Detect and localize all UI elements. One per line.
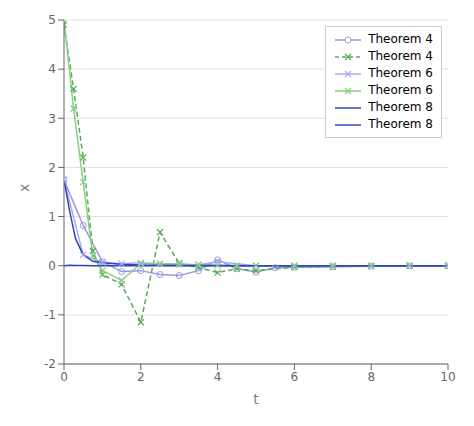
svg-text:6: 6 xyxy=(291,370,299,384)
svg-text:5: 5 xyxy=(48,13,56,27)
svg-text:2: 2 xyxy=(137,370,145,384)
svg-text:t: t xyxy=(253,391,259,407)
html-text:Theorem 6: Theorem 6 xyxy=(368,66,433,80)
svg-text:8: 8 xyxy=(367,370,375,384)
svg-text:2: 2 xyxy=(48,161,56,175)
html-text:Theorem 8: Theorem 8 xyxy=(368,117,433,131)
svg-text:3: 3 xyxy=(48,112,56,126)
svg-text:0: 0 xyxy=(60,370,68,384)
svg-text:x: x xyxy=(16,184,32,192)
svg-text:0: 0 xyxy=(48,259,56,273)
svg-text:-1: -1 xyxy=(44,308,56,322)
html-text:Theorem 6: Theorem 6 xyxy=(368,83,433,97)
svg-text:4: 4 xyxy=(48,62,56,76)
html-text:Theorem 4: Theorem 4 xyxy=(368,32,433,46)
svg-text:4: 4 xyxy=(214,370,222,384)
svg-text:1: 1 xyxy=(48,210,56,224)
svg-text:10: 10 xyxy=(440,370,455,384)
svg-text:-2: -2 xyxy=(44,357,56,371)
html-text:Theorem 4: Theorem 4 xyxy=(368,49,433,63)
html-text:Theorem 8: Theorem 8 xyxy=(368,100,433,114)
